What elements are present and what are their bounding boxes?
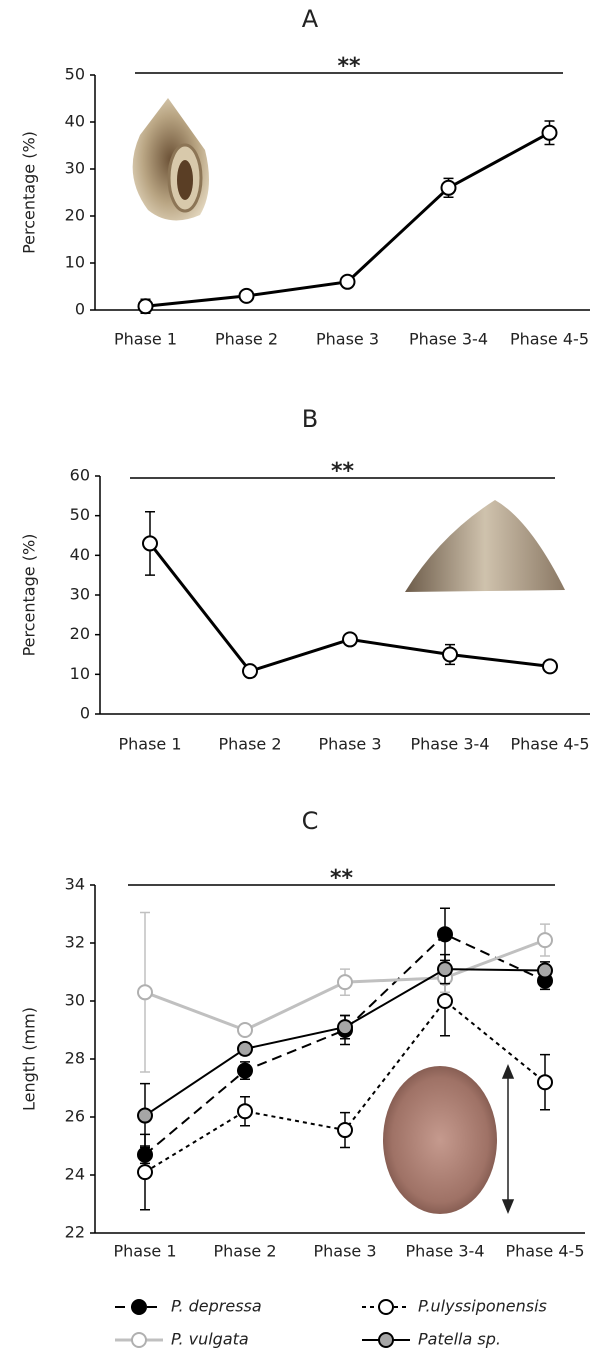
significance-label: ** <box>337 54 361 79</box>
point <box>338 1123 352 1137</box>
x-tick-label: Phase 3 <box>318 735 381 754</box>
y-tick-label: 0 <box>75 300 85 319</box>
point <box>138 1109 152 1123</box>
x-tick-label: Phase 3 <box>313 1242 376 1261</box>
y-tick-label: 28 <box>65 1049 85 1068</box>
point <box>138 1165 152 1179</box>
x-tick-label: Phase 1 <box>114 330 177 349</box>
point <box>538 1075 552 1089</box>
x-tick-label: Phase 2 <box>213 1242 276 1261</box>
point <box>338 1020 352 1034</box>
point <box>442 181 456 195</box>
y-axis-label: Length (mm) <box>20 1007 39 1111</box>
point <box>238 1042 252 1056</box>
point <box>238 1104 252 1118</box>
x-tick-label: Phase 3-4 <box>411 735 490 754</box>
legend-marker <box>132 1333 146 1347</box>
point <box>538 933 552 947</box>
y-axis-label: Percentage (%) <box>20 131 39 254</box>
point <box>438 994 452 1008</box>
x-tick-label: Phase 3-4 <box>406 1242 485 1261</box>
point <box>243 664 257 678</box>
y-tick-label: 30 <box>70 585 90 604</box>
point <box>343 632 357 646</box>
y-tick-label: 0 <box>80 704 90 723</box>
point <box>139 299 153 313</box>
x-tick-label: Phase 1 <box>113 1242 176 1261</box>
legend-label: P. depressa <box>171 1297 262 1316</box>
panel-title: A <box>302 5 319 33</box>
legend-label: P.ulyssiponensis <box>418 1297 547 1316</box>
y-tick-label: 40 <box>70 545 90 564</box>
y-tick-label: 10 <box>65 253 85 272</box>
point <box>238 1064 252 1078</box>
point <box>341 275 355 289</box>
x-tick-label: Phase 4-5 <box>510 330 589 349</box>
y-tick-label: 60 <box>70 466 90 485</box>
point <box>543 126 557 140</box>
y-tick-label: 50 <box>70 505 90 524</box>
point <box>543 659 557 673</box>
y-tick-label: 20 <box>70 624 90 643</box>
point <box>443 648 457 662</box>
y-axis-label: Percentage (%) <box>20 534 39 657</box>
significance-label: ** <box>330 866 354 891</box>
legend-marker <box>379 1333 393 1347</box>
y-tick-label: 10 <box>70 664 90 683</box>
point <box>338 975 352 989</box>
legend-label: P. vulgata <box>171 1330 249 1349</box>
shell-image <box>133 98 209 220</box>
y-tick-label: 26 <box>65 1107 85 1126</box>
size-arrow <box>503 1066 513 1212</box>
significance-label: ** <box>331 459 355 484</box>
shell-image <box>405 500 565 592</box>
point <box>438 927 452 941</box>
x-tick-label: Phase 2 <box>215 330 278 349</box>
x-tick-label: Phase 3 <box>316 330 379 349</box>
x-tick-label: Phase 3-4 <box>409 330 488 349</box>
point <box>538 964 552 978</box>
x-tick-label: Phase 4-5 <box>511 735 590 754</box>
y-tick-label: 50 <box>65 65 85 84</box>
panel-title: C <box>302 807 319 835</box>
y-tick-label: 30 <box>65 991 85 1010</box>
point <box>238 1023 252 1037</box>
point <box>143 536 157 550</box>
series <box>138 913 552 1073</box>
x-tick-label: Phase 2 <box>218 735 281 754</box>
y-tick-label: 24 <box>65 1165 85 1184</box>
legend-marker <box>379 1300 393 1314</box>
point <box>438 962 452 976</box>
y-tick-label: 30 <box>65 159 85 178</box>
y-tick-label: 22 <box>65 1223 85 1242</box>
y-tick-label: 32 <box>65 933 85 952</box>
x-tick-label: Phase 4-5 <box>506 1242 585 1261</box>
legend-label: Patella sp. <box>418 1330 501 1349</box>
figure: A ** 0 10 20 30 40 50 Percentage (%) Phase 1 Phase… <box>0 0 599 1360</box>
x-tick-label: Phase 1 <box>118 735 181 754</box>
y-tick-label: 20 <box>65 206 85 225</box>
y-tick-label: 34 <box>65 875 85 894</box>
point <box>240 289 254 303</box>
shell-image <box>383 1066 497 1214</box>
point <box>138 985 152 999</box>
legend-marker <box>132 1300 146 1314</box>
y-tick-label: 40 <box>65 112 85 131</box>
panel-title: B <box>302 405 318 433</box>
